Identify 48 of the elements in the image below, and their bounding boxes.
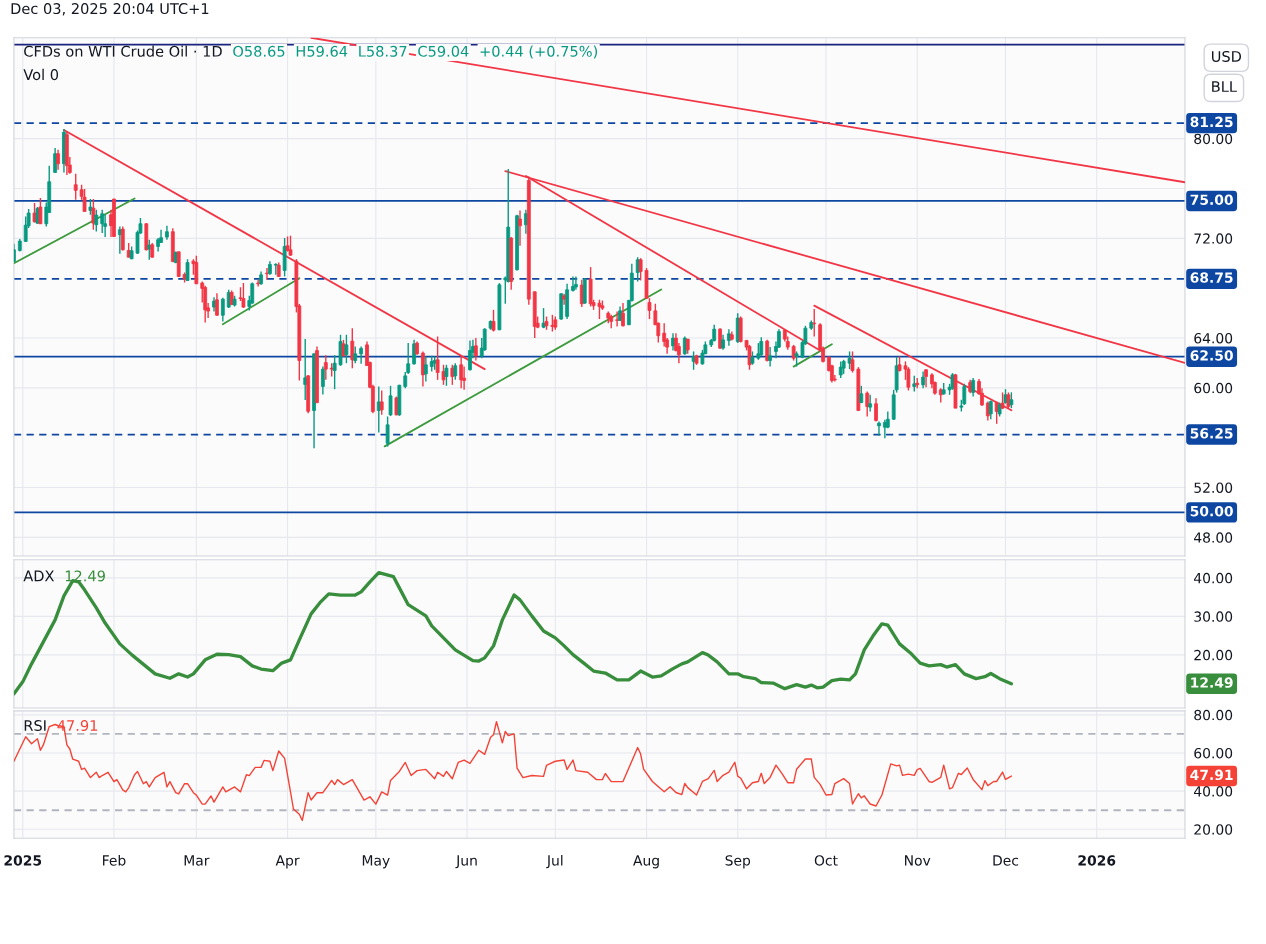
series-label: RSI — [24, 720, 46, 732]
ref-line-label: 50.00 — [1190, 505, 1233, 517]
x-tick-label: Oct — [814, 855, 838, 866]
x-tick-label: Jul — [546, 854, 563, 869]
ref-line-label: 62.50 — [1190, 350, 1233, 361]
text: BLL — [1212, 81, 1237, 92]
y-tick-label: 60.00 — [1194, 747, 1233, 759]
y-tick-label: 20.00 — [1194, 649, 1233, 661]
y-tick-label: 80.00 — [1194, 133, 1233, 145]
annotation: H59.64 — [296, 45, 348, 57]
y-tick-label: 30.00 — [1194, 611, 1233, 622]
y-tick-label: 48.00 — [1193, 532, 1233, 543]
ref-line-label: 68.75 — [1190, 272, 1233, 283]
annotation: C59.04 — [418, 45, 469, 57]
y-tick-label: 64.00 — [1194, 332, 1233, 344]
x-tick-label: Nov — [905, 855, 931, 866]
annotation: O58.65 — [233, 45, 285, 57]
x-tick-label: Jun — [455, 855, 477, 869]
y-tick-label: 60.00 — [1194, 382, 1233, 394]
ref-line-label: 56.25 — [1190, 428, 1233, 439]
annotation: 47.91 — [57, 720, 98, 732]
y-tick-label: 20.00 — [1194, 824, 1233, 835]
x-tick-label: Feb — [103, 854, 126, 866]
x-tick-label: Aug — [633, 855, 659, 869]
text: 12.49 — [1191, 677, 1233, 688]
x-tick-label: May — [362, 855, 390, 869]
y-tick-label: 52.00 — [1194, 482, 1233, 493]
x-tick-label: Apr — [275, 855, 300, 869]
x-tick-label: Dec — [993, 855, 1019, 866]
annotation: +0.44 (+0.75%) — [480, 45, 598, 59]
ref-line-label: 81.25 — [1190, 116, 1233, 128]
x-tick-label: 2025 — [4, 855, 42, 866]
y-tick-label: 40.00 — [1193, 572, 1233, 584]
y-tick-label: 72.00 — [1194, 233, 1233, 244]
y-tick-label: 80.00 — [1194, 709, 1233, 721]
annotation: L58.37 — [359, 45, 407, 57]
text: USD — [1212, 50, 1242, 62]
x-tick-label: Mar — [184, 855, 210, 866]
annotation: 12.49 — [65, 570, 105, 582]
x-tick-label: Sep — [725, 855, 751, 869]
ref-line-label: 75.00 — [1190, 194, 1233, 205]
y-tick-label: 40.00 — [1193, 786, 1233, 797]
series-label: ADX — [23, 570, 55, 582]
annotation: Vol 0 — [23, 68, 59, 81]
chart-title: CFDs on WTI Crude Oil · 1D — [24, 45, 222, 57]
text: 47.91 — [1190, 769, 1233, 781]
text: Dec 03, 2025 20:04 UTC+1 — [11, 3, 209, 16]
x-tick-label: 2026 — [1078, 855, 1116, 866]
